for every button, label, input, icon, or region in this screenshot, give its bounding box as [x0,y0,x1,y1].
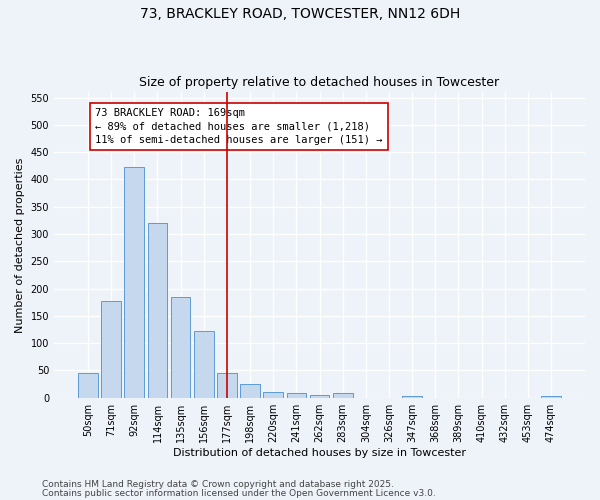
Bar [287,393,306,398]
Bar [194,331,214,398]
Title: Size of property relative to detached houses in Towcester: Size of property relative to detached ho… [139,76,500,90]
Text: 73, BRACKLEY ROAD, TOWCESTER, NN12 6DH: 73, BRACKLEY ROAD, TOWCESTER, NN12 6DH [140,8,460,22]
Bar [148,223,167,398]
Bar [171,296,190,398]
Bar [402,396,422,398]
Bar [263,392,283,398]
Bar [78,373,98,398]
Bar [124,168,144,398]
Text: Contains HM Land Registry data © Crown copyright and database right 2025.: Contains HM Land Registry data © Crown c… [42,480,394,489]
Text: Contains public sector information licensed under the Open Government Licence v3: Contains public sector information licen… [42,488,436,498]
Bar [541,396,561,398]
Text: 73 BRACKLEY ROAD: 169sqm
← 89% of detached houses are smaller (1,218)
11% of sem: 73 BRACKLEY ROAD: 169sqm ← 89% of detach… [95,108,382,145]
Bar [310,395,329,398]
Bar [240,384,260,398]
X-axis label: Distribution of detached houses by size in Towcester: Distribution of detached houses by size … [173,448,466,458]
Y-axis label: Number of detached properties: Number of detached properties [15,157,25,332]
Bar [101,300,121,398]
Bar [333,393,353,398]
Bar [217,372,237,398]
